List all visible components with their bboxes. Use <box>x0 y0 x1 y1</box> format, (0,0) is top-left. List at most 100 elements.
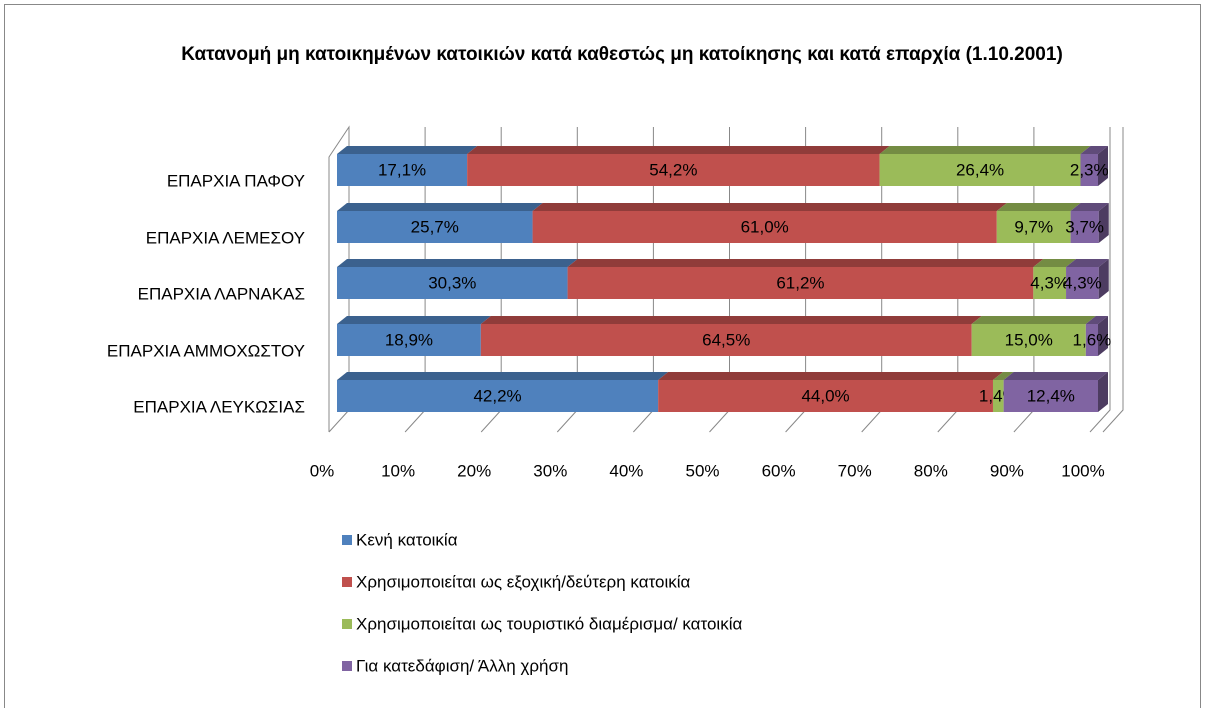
bar-segment <box>467 146 890 186</box>
data-label: 44,0% <box>801 386 849 405</box>
legend-swatch <box>342 661 352 671</box>
bar-front <box>1080 154 1098 186</box>
data-label: 4,3% <box>1063 273 1102 292</box>
bar-front <box>337 267 568 299</box>
bar-side <box>1098 259 1109 299</box>
bar-segment <box>658 372 1003 412</box>
bar-front <box>337 211 533 243</box>
bar-front <box>658 380 993 412</box>
chart-border <box>4 4 1201 708</box>
bar-front <box>532 211 997 243</box>
bar-segment <box>971 316 1096 356</box>
y-tick-label: ΕΠΑΡΧΙΑ ΛΕΥΚΩΣΙΑΣ <box>133 397 305 416</box>
bar-side <box>1098 372 1108 412</box>
bar-front <box>879 154 1081 186</box>
data-label: 64,5% <box>702 330 750 349</box>
data-label: 61,0% <box>741 217 789 236</box>
data-label: 30,3% <box>428 273 476 292</box>
data-label: 54,2% <box>649 160 697 179</box>
y-tick-label: ΕΠΑΡΧΙΑ ΑΜΜΟΧΩΣΤΟΥ <box>107 341 305 360</box>
bar-top <box>337 203 543 211</box>
bar-segment <box>337 316 491 356</box>
bar-segment <box>996 203 1081 243</box>
bar-segment <box>1003 372 1108 412</box>
data-label: 25,7% <box>411 217 459 236</box>
bar-front <box>467 154 880 186</box>
x-tick-label: 10% <box>381 461 415 480</box>
x-tick-label: 80% <box>914 461 948 480</box>
data-label: 9,7% <box>1014 217 1053 236</box>
bar-segment <box>337 259 578 299</box>
bar-front <box>567 267 1034 299</box>
bar-top <box>992 372 1014 380</box>
bar-segment <box>337 203 543 243</box>
legend-swatch <box>342 535 352 545</box>
legend-swatch <box>342 619 352 629</box>
y-tick-label: ΕΠΑΡΧΙΑ ΛΑΡΝΑΚΑΣ <box>138 284 305 303</box>
bar-top <box>879 146 1091 154</box>
bar-top <box>658 372 1003 380</box>
x-tick-label: 50% <box>685 461 719 480</box>
bar-segment <box>1066 259 1109 299</box>
legend-swatch <box>342 577 352 587</box>
data-label: 4,3% <box>1030 273 1069 292</box>
bar-top <box>337 259 578 267</box>
bar-segment <box>480 316 982 356</box>
bar-segment <box>337 372 669 412</box>
data-label: 17,1% <box>378 160 426 179</box>
x-tick-label: 0% <box>310 461 335 480</box>
data-label: 1,6% <box>1073 330 1112 349</box>
bar-segment <box>992 372 1014 412</box>
bar-front <box>996 211 1071 243</box>
data-label: 15,0% <box>1005 330 1053 349</box>
data-label: 3,7% <box>1065 217 1104 236</box>
bar-top <box>532 203 1007 211</box>
bar-segment <box>1085 316 1108 356</box>
data-label: 18,9% <box>385 330 433 349</box>
bar-top <box>971 316 1096 324</box>
bar-top <box>1080 146 1108 154</box>
x-tick-label: 20% <box>457 461 491 480</box>
bar-front <box>1085 324 1098 356</box>
bar-segment <box>1080 146 1108 186</box>
x-tick-label: 40% <box>609 461 643 480</box>
bar-top <box>1070 203 1109 211</box>
bar-front <box>1003 380 1098 412</box>
x-tick-label: 30% <box>533 461 567 480</box>
data-label: 42,2% <box>473 386 521 405</box>
x-tick-label: 100% <box>1061 461 1104 480</box>
bar-segment <box>567 259 1044 299</box>
bar-top <box>1066 259 1109 267</box>
bar-segment <box>1070 203 1109 243</box>
data-label: 2,3% <box>1070 160 1109 179</box>
bar-top <box>480 316 982 324</box>
bar-segment <box>337 146 478 186</box>
bar-front <box>992 380 1004 412</box>
bar-front <box>1070 211 1099 243</box>
bar-front <box>480 324 972 356</box>
x-tick-label: 70% <box>838 461 872 480</box>
bar-front <box>337 380 659 412</box>
bar-segment <box>879 146 1091 186</box>
bar-top <box>1033 259 1077 267</box>
bar-side <box>1098 316 1108 356</box>
axis-wall <box>1102 127 1124 433</box>
legend-label: Για κατεδάφιση/ Άλλη χρήση <box>356 656 568 675</box>
bar-segment <box>532 203 1007 243</box>
bar-top <box>996 203 1081 211</box>
bar-front <box>337 154 468 186</box>
legend-label: Κενή κατοικία <box>356 530 458 549</box>
bar-top <box>1003 372 1108 380</box>
data-label: 12,4% <box>1027 386 1075 405</box>
bar-front <box>1033 267 1067 299</box>
grid-line <box>1089 127 1111 433</box>
bar-front <box>337 324 481 356</box>
bar-top <box>337 316 491 324</box>
bar-front <box>971 324 1086 356</box>
bar-side <box>1098 203 1109 243</box>
bar-segment <box>1033 259 1077 299</box>
bar-front <box>1066 267 1099 299</box>
bar-top <box>1085 316 1108 324</box>
bar-top <box>337 146 478 154</box>
x-tick-label: 90% <box>990 461 1024 480</box>
